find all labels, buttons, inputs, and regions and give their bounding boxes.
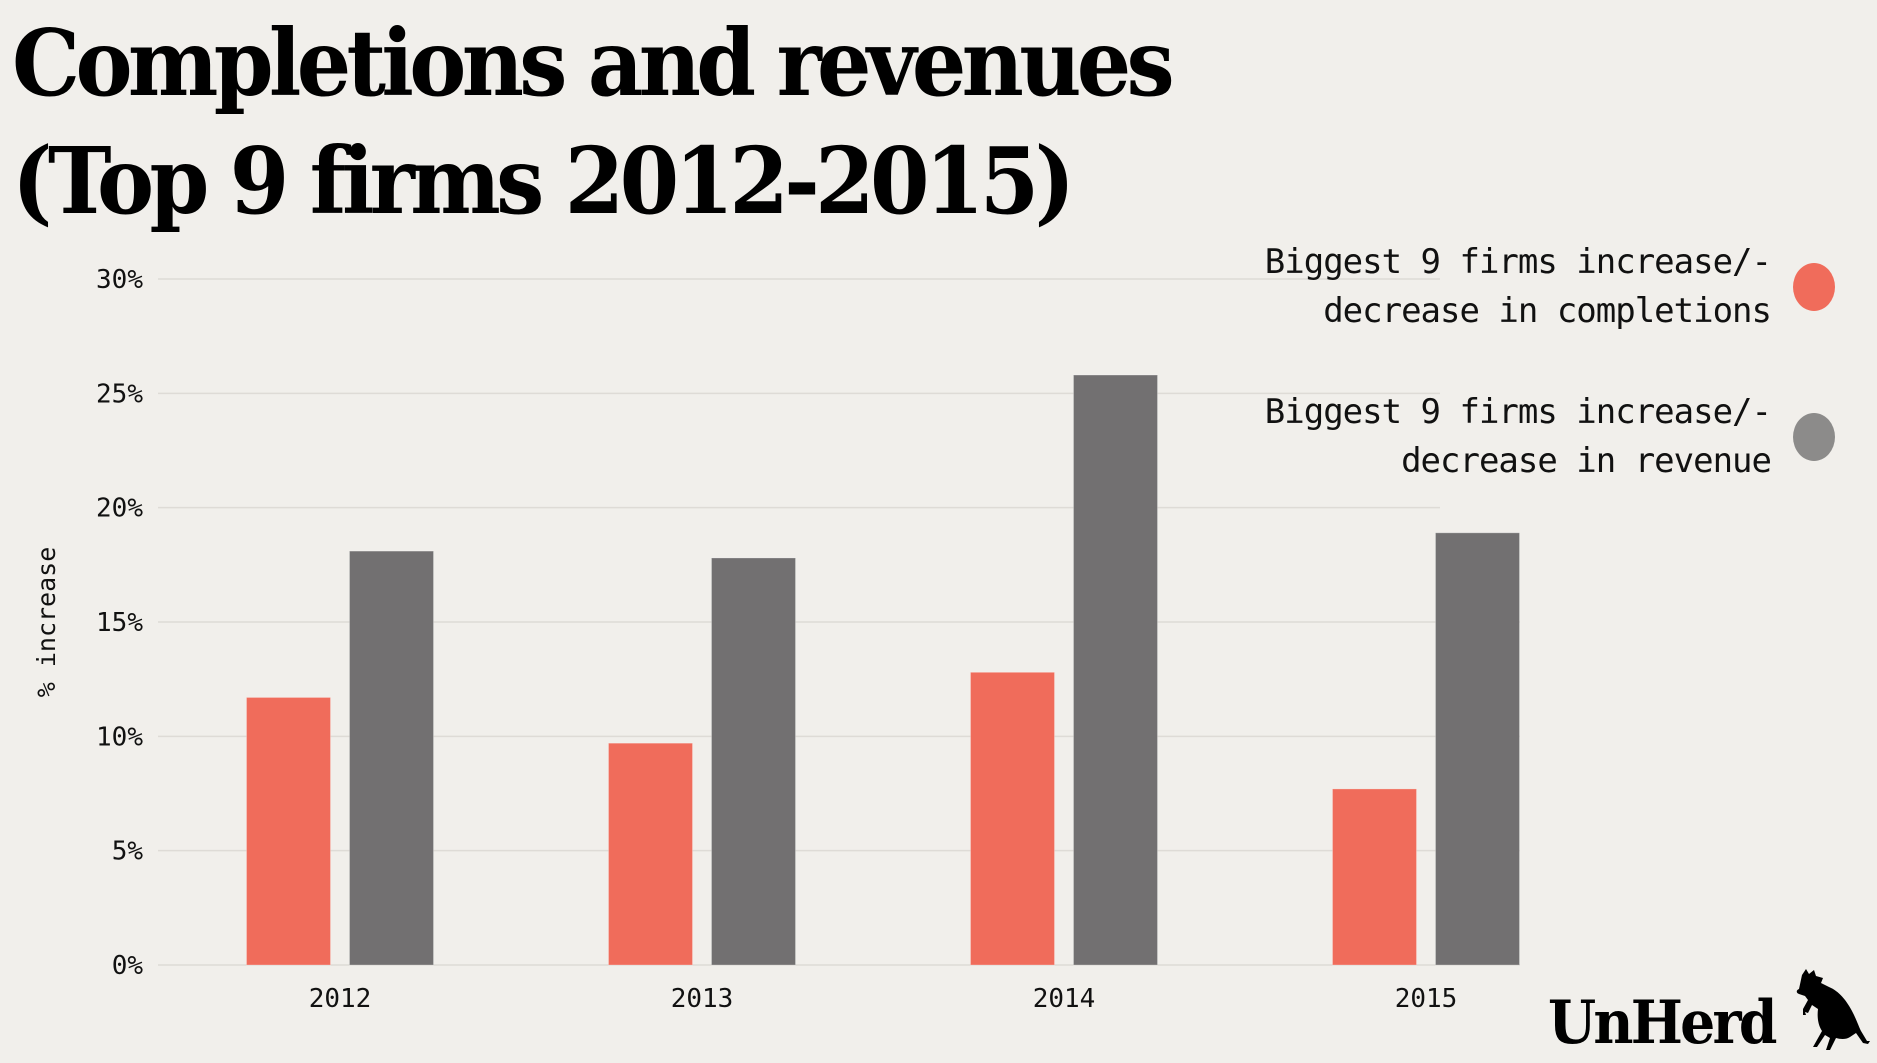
legend-label-line-1: Biggest 9 firms increase/- (1264, 242, 1772, 282)
cow-icon (1797, 969, 1871, 1050)
legend: Biggest 9 firms increase/- decrease in c… (1211, 238, 1835, 486)
y-axis-title: % increase (32, 547, 61, 698)
legend-label: Biggest 9 firms increase/- decrease in c… (1211, 238, 1772, 336)
y-axis-tick-labels: 0% 5% 10% 15% 20% 25% 30% (96, 265, 143, 981)
y-tick-label: 5% (112, 837, 144, 867)
bar-revenue-2015 (1435, 532, 1520, 966)
y-tick-label: 10% (96, 722, 143, 752)
chart-title: Completions and revenues (Top 9 firms 20… (12, 4, 1314, 240)
bar-completions-2012 (246, 696, 331, 966)
legend-label-line-1: Biggest 9 firms increase/- (1264, 392, 1772, 432)
unherd-logo: UnHerd (1548, 965, 1874, 1053)
bars (246, 374, 1520, 966)
bar-revenue-2013 (711, 557, 796, 966)
legend-item-completions[interactable]: Biggest 9 firms increase/- decrease in c… (1211, 238, 1835, 336)
y-tick-label: 20% (96, 494, 143, 524)
bar-revenue-2012 (349, 550, 434, 966)
chart-title-line-1: Completions and revenues (12, 9, 1175, 117)
y-tick-label: 0% (112, 951, 144, 981)
bar-revenue-2014 (1073, 374, 1158, 966)
chart-title-line-2: (Top 9 firms 2012-2015) (12, 127, 1075, 235)
bar-completions-2013 (608, 742, 693, 966)
y-tick-label: 15% (96, 608, 143, 638)
legend-label: Biggest 9 firms increase/- decrease in r… (1211, 388, 1772, 486)
legend-item-revenue[interactable]: Biggest 9 firms increase/- decrease in r… (1211, 388, 1835, 486)
logo-wordmark: UnHerd (1548, 988, 1777, 1058)
legend-swatch-revenue (1793, 413, 1835, 461)
bar-completions-2015 (1332, 788, 1417, 966)
x-tick-label: 2014 (1033, 984, 1096, 1014)
x-axis-tick-labels: 2012 2013 2014 2015 (309, 984, 1458, 1014)
x-tick-label: 2012 (309, 984, 372, 1014)
legend-label-line-2: decrease in completions (1323, 291, 1772, 331)
x-tick-label: 2013 (671, 984, 734, 1014)
y-tick-label: 25% (96, 379, 143, 409)
bar-completions-2014 (970, 671, 1055, 966)
y-tick-label: 30% (96, 265, 143, 295)
legend-swatch-completions (1793, 263, 1835, 311)
x-tick-label: 2015 (1395, 984, 1458, 1014)
legend-label-line-2: decrease in revenue (1401, 441, 1772, 481)
